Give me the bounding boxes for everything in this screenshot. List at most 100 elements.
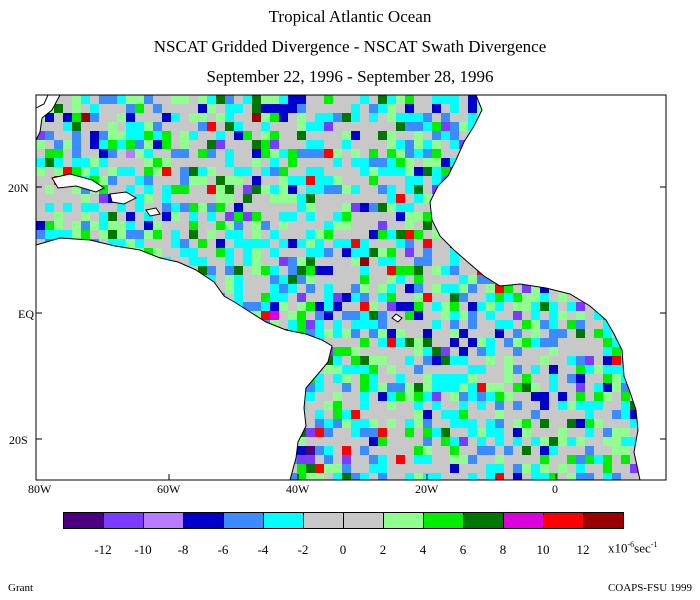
divergence-cell [405,248,414,257]
divergence-cell [351,203,360,212]
divergence-cell [189,230,198,239]
divergence-cell [441,131,450,140]
divergence-cell [531,284,540,293]
divergence-cell [144,122,153,131]
divergence-cell [153,221,162,230]
divergence-cell [342,365,351,374]
divergence-cell [234,293,243,302]
divergence-cell [387,140,396,149]
divergence-cell [162,194,171,203]
divergence-cell [477,383,486,392]
divergence-cell [270,320,279,329]
divergence-cell [459,383,468,392]
divergence-cell [450,410,459,419]
divergence-cell [225,266,234,275]
divergence-cell [486,419,495,428]
divergence-cell [333,320,342,329]
divergence-cell [144,149,153,158]
divergence-cell [405,383,414,392]
divergence-cell [306,392,315,401]
divergence-cell [72,131,81,140]
divergence-cell [144,158,153,167]
divergence-cell [198,257,207,266]
divergence-cell [522,446,531,455]
divergence-cell [531,473,540,480]
divergence-cell [234,176,243,185]
divergence-cell [63,203,72,212]
divergence-cell [459,419,468,428]
divergence-cell [540,455,549,464]
divergence-cell [144,194,153,203]
divergence-cell [414,230,423,239]
divergence-cell [207,266,216,275]
divergence-cell [189,212,198,221]
land-corner-top-right [612,95,666,115]
divergence-cell [495,401,504,410]
divergence-cell [630,410,639,419]
divergence-cell [468,374,477,383]
divergence-cell [99,95,108,104]
divergence-cell [144,176,153,185]
divergence-cell [333,302,342,311]
divergence-cell [270,113,279,122]
divergence-cell [261,221,270,230]
divergence-cell [315,113,324,122]
divergence-cell [513,329,522,338]
divergence-cell [396,338,405,347]
divergence-cell [270,275,279,284]
divergence-cell [126,104,135,113]
divergence-cell [477,437,486,446]
divergence-cell [54,158,63,167]
divergence-cell [369,428,378,437]
divergence-cell [432,140,441,149]
divergence-cell [369,356,378,365]
divergence-cell [378,185,387,194]
divergence-cell [486,383,495,392]
divergence-cell [126,149,135,158]
divergence-cell [279,104,288,113]
divergence-cell [324,230,333,239]
divergence-cell [405,428,414,437]
divergence-cell [612,446,621,455]
divergence-cell [378,167,387,176]
divergence-cell [333,293,342,302]
colorbar-tick-label: 0 [339,542,347,557]
divergence-cell [585,473,594,480]
divergence-cell [423,347,432,356]
divergence-cell [504,365,513,374]
divergence-cell [486,392,495,401]
divergence-cell [441,374,450,383]
divergence-cell [441,410,450,419]
divergence-cell [567,374,576,383]
divergence-cell [387,248,396,257]
divergence-cell [603,473,612,480]
divergence-cell [225,230,234,239]
divergence-cell [90,158,99,167]
divergence-cell [432,104,441,113]
map-subtitle: NSCAT Gridded Divergence - NSCAT Swath D… [153,37,547,56]
divergence-cell [594,419,603,428]
divergence-cell [612,473,621,480]
divergence-cell [504,293,513,302]
divergence-cell [342,347,351,356]
divergence-cell [513,365,522,374]
divergence-cell [180,185,189,194]
divergence-cell [567,419,576,428]
divergence-cell [315,428,324,437]
divergence-cell [405,203,414,212]
divergence-cell [369,167,378,176]
divergence-cell [351,293,360,302]
divergence-cell [387,149,396,158]
divergence-cell [351,131,360,140]
divergence-cell [207,230,216,239]
divergence-cell [450,293,459,302]
divergence-cell [36,221,45,230]
divergence-cell [450,284,459,293]
colorbar-tick-label: 8 [499,542,507,557]
divergence-cell [243,185,252,194]
colorbar-tick-label: -8 [177,542,189,557]
divergence-cell [261,167,270,176]
divergence-cell [558,464,567,473]
divergence-cell [477,428,486,437]
divergence-cell [279,221,288,230]
